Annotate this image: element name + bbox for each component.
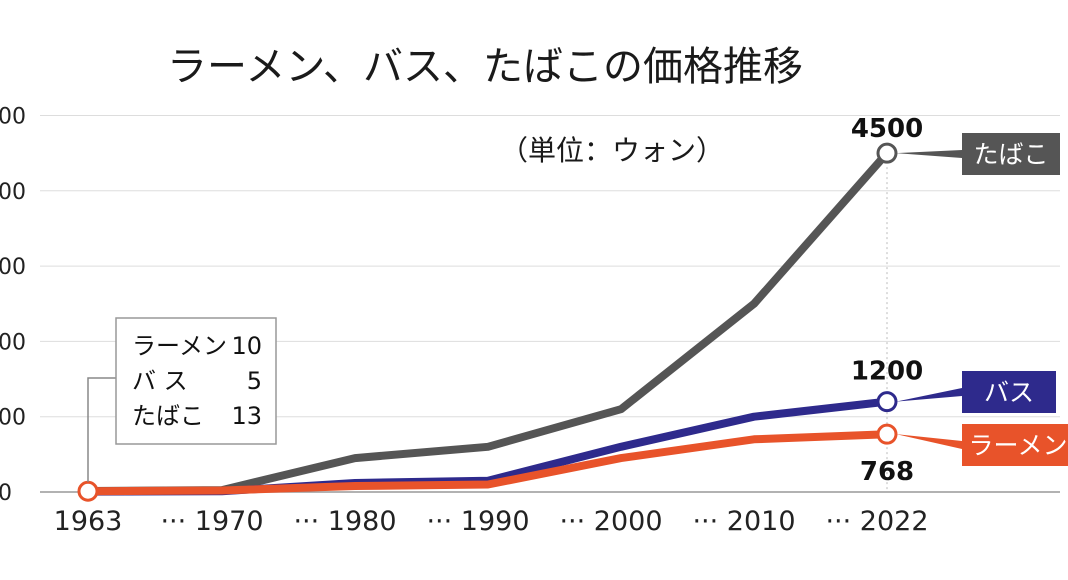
x-tick-label: ··· 2000 — [559, 506, 662, 537]
series-tag-label: たばこ — [973, 140, 1048, 169]
start-box-frame — [115, 317, 277, 445]
y-tick-label: 000 — [0, 330, 26, 355]
end-marker — [876, 142, 898, 164]
chart-subtitle: （単位：ウォン） — [500, 134, 724, 167]
x-tick-label: ··· 1970 — [160, 506, 263, 537]
chart-title: ラーメン、バス、たばこの価格推移 — [167, 44, 803, 90]
series-tag-label: ラーメン — [968, 431, 1067, 460]
start-marker — [77, 480, 99, 502]
x-axis-ticks: 1963 ··· 1970 ··· 1980 ··· 1990 ··· 2000 ··· … — [54, 506, 929, 537]
end-marker — [876, 423, 898, 445]
x-tick-label: 1963 — [54, 506, 123, 537]
y-tick-label: 000 — [0, 255, 26, 280]
end-value-label: 1200 — [851, 357, 923, 387]
start-box-label: バ ス — [132, 367, 188, 395]
series-tag-box — [962, 424, 1068, 466]
y-tick-label: 0 — [0, 481, 12, 506]
start-box-leader — [87, 377, 116, 482]
start-box-label: たばこ — [132, 402, 204, 430]
start-box-value: 5 — [247, 367, 262, 395]
y-axis-ticks: 0000000000000000 — [0, 105, 26, 507]
series-tag-pointer — [896, 150, 962, 158]
x-tick-label: ··· 2022 — [825, 506, 928, 537]
y-tick-label: 000 — [0, 406, 26, 431]
y-tick-label: 000 — [0, 105, 26, 130]
end-marker — [876, 391, 898, 413]
x-tick-label: ··· 2010 — [692, 506, 795, 537]
x-tick-label: ··· 1990 — [426, 506, 529, 537]
start-box-label: ラーメン — [132, 332, 227, 360]
end-value-label: 4500 — [851, 114, 923, 144]
series-lines: 4500 1200 768 — [77, 114, 923, 502]
y-tick-label: 000 — [0, 180, 26, 205]
start-box-value: 10 — [231, 332, 262, 360]
x-tick-label: ··· 1980 — [293, 506, 396, 537]
series-tag-pointer — [896, 434, 962, 449]
start-value-box: ラーメン 10 バ ス 5 たばこ 13 — [87, 317, 277, 482]
series-tag-pointer — [896, 388, 962, 402]
series-tag-box — [962, 371, 1056, 413]
series-tag-label: バス — [984, 378, 1034, 407]
start-box-value: 13 — [231, 402, 262, 430]
series-tag-box — [962, 133, 1060, 175]
end-value-label: 768 — [860, 457, 914, 487]
series-line-2 — [84, 430, 891, 496]
